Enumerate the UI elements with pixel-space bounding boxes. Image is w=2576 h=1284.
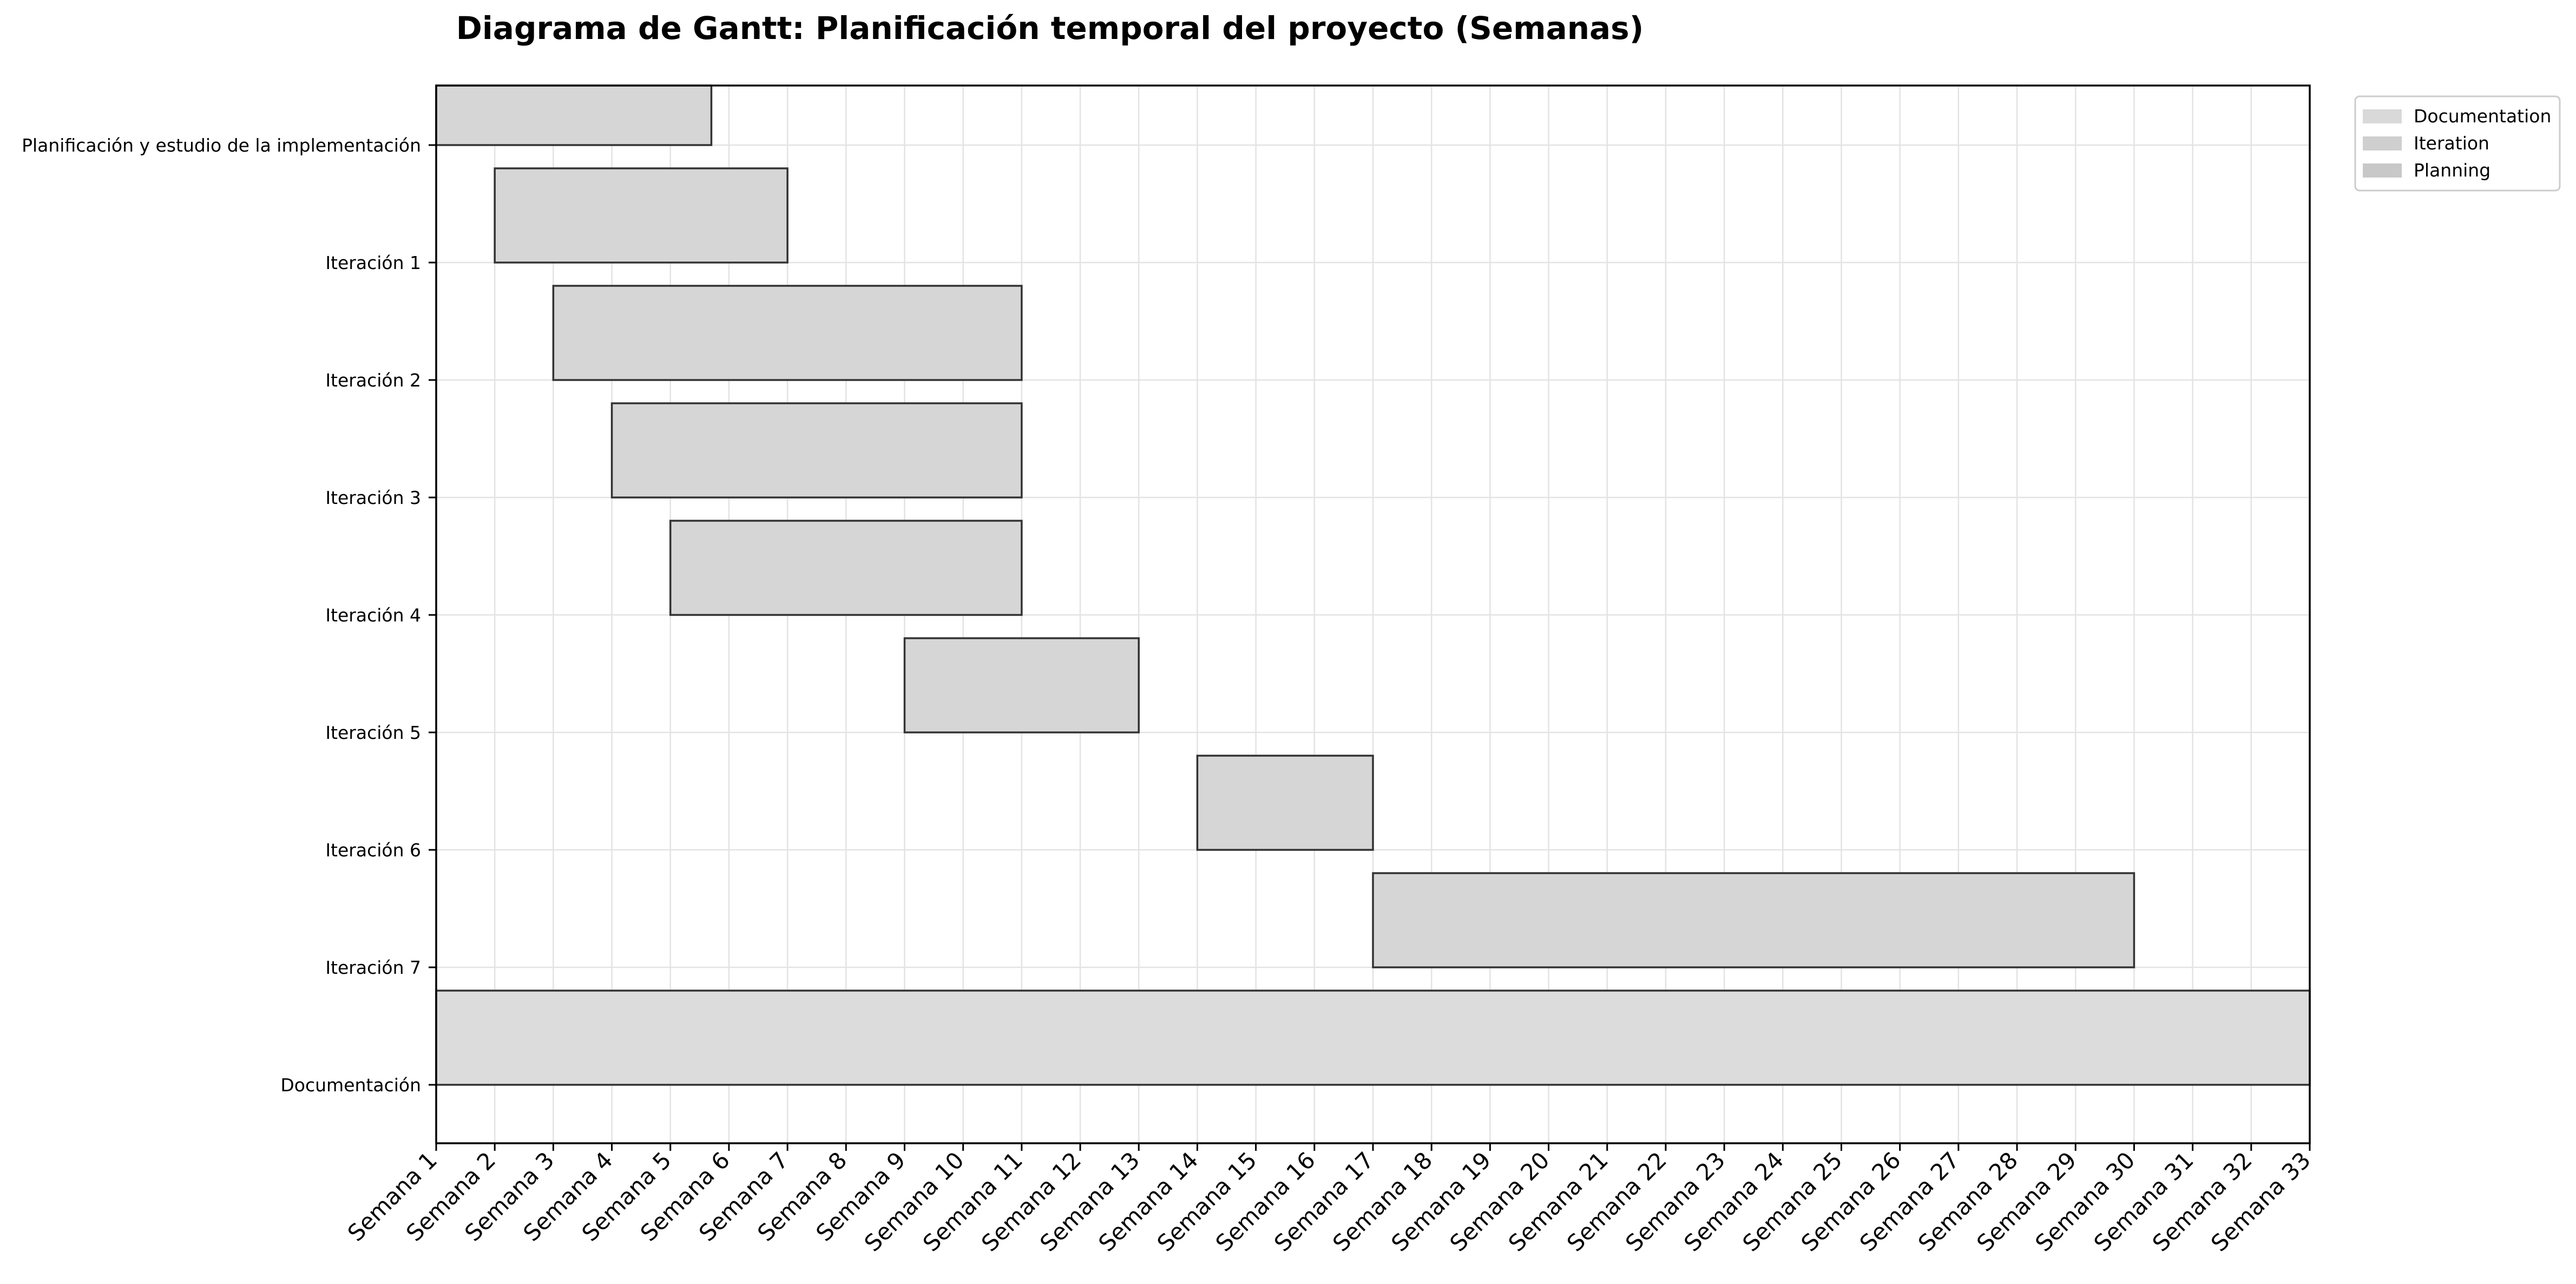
legend-box	[2354, 95, 2561, 192]
gantt-bar	[552, 285, 1023, 381]
legend-swatch	[2363, 163, 2402, 178]
y-tick-label: Iteración 3	[325, 487, 421, 508]
gantt-bar	[903, 637, 1140, 733]
y-tick-label: Documentación	[280, 1075, 421, 1096]
legend-label: Iteration	[2414, 133, 2489, 154]
y-tick-label: Iteración 7	[325, 957, 421, 978]
gantt-bar	[1372, 872, 2135, 968]
y-tick-label: Iteración 4	[325, 605, 421, 626]
gantt-bar	[494, 167, 788, 264]
chart-title: Diagrama de Gantt: Planificación tempora…	[456, 10, 1644, 47]
gantt-bar	[669, 520, 1023, 616]
y-tick-label: Planificación y estudio de la implementa…	[22, 135, 421, 156]
legend-swatch	[2363, 136, 2402, 150]
y-tick-label: Iteración 1	[325, 252, 421, 273]
chart-legend: Documentation Iteration Planning	[2354, 95, 2561, 192]
y-tick-label: Iteración 6	[325, 840, 421, 861]
y-tick-label: Iteración 2	[325, 370, 421, 391]
legend-label: Planning	[2414, 160, 2490, 181]
y-tick-label: Iteración 5	[325, 722, 421, 743]
legend-label: Documentation	[2414, 106, 2551, 127]
legend-swatch	[2363, 109, 2402, 123]
gantt-bar	[610, 402, 1023, 499]
gantt-bar	[1196, 755, 1374, 851]
gantt-bar	[435, 84, 713, 146]
gantt-bar	[435, 990, 2311, 1086]
bars-layer	[435, 84, 2311, 1086]
